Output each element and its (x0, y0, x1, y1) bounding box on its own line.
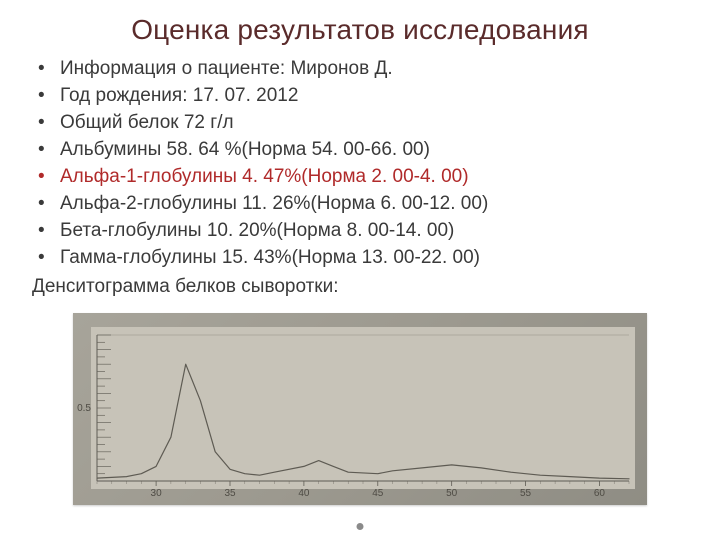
list-item: Информация о пациенте: Миронов Д. (38, 56, 692, 83)
page-title: Оценка результатов исследования (28, 14, 692, 46)
bullet-text: Альфа-1-глобулины 4. 47%(Норма 2. 00-4. … (60, 166, 469, 187)
list-item: Бета-глобулины 10. 20%(Норма 8. 00-14. 0… (38, 218, 692, 245)
bullet-text: Альфа-2-глобулины 11. 26%(Норма 6. 00-12… (60, 193, 488, 214)
svg-text:55: 55 (520, 488, 532, 499)
densitogram-chart: 0.5 30 35 40 45 50 55 60 (73, 313, 647, 505)
svg-text:45: 45 (372, 488, 384, 499)
bullet-text: Информация о пациенте: Миронов Д. (60, 58, 393, 79)
svg-text:40: 40 (298, 488, 310, 499)
svg-text:35: 35 (224, 488, 236, 499)
bullet-text: Бета-глобулины 10. 20%(Норма 8. 00-14. 0… (60, 220, 454, 241)
list-item: Альбумины 58. 64 %(Норма 54. 00-66. 00) (38, 137, 692, 164)
page-indicator-dot (357, 523, 364, 530)
list-item: Гамма-глобулины 15. 43%(Норма 13. 00-22.… (38, 245, 692, 272)
bullet-text: Общий белок 72 г/л (60, 112, 234, 133)
densitogram-svg: 0.5 30 35 40 45 50 55 60 (73, 313, 647, 505)
list-item: Общий белок 72 г/л (38, 110, 692, 137)
svg-text:0.5: 0.5 (77, 403, 91, 414)
slide: Оценка результатов исследования Информац… (0, 0, 720, 540)
list-item-highlight: Альфа-1-глобулины 4. 47%(Норма 2. 00-4. … (38, 164, 692, 191)
bullet-list: Информация о пациенте: Миронов Д. Год ро… (28, 56, 692, 272)
densitogram-caption: Денситограмма белков сыворотки: (28, 274, 692, 301)
list-item: Альфа-2-глобулины 11. 26%(Норма 6. 00-12… (38, 191, 692, 218)
svg-text:50: 50 (446, 488, 458, 499)
svg-text:60: 60 (594, 488, 606, 499)
bullet-text: Альбумины 58. 64 %(Норма 54. 00-66. 00) (60, 139, 430, 160)
bullet-text: Гамма-глобулины 15. 43%(Норма 13. 00-22.… (60, 247, 480, 268)
bullet-text: Год рождения: 17. 07. 2012 (60, 85, 298, 106)
svg-text:30: 30 (151, 488, 163, 499)
list-item: Год рождения: 17. 07. 2012 (38, 83, 692, 110)
